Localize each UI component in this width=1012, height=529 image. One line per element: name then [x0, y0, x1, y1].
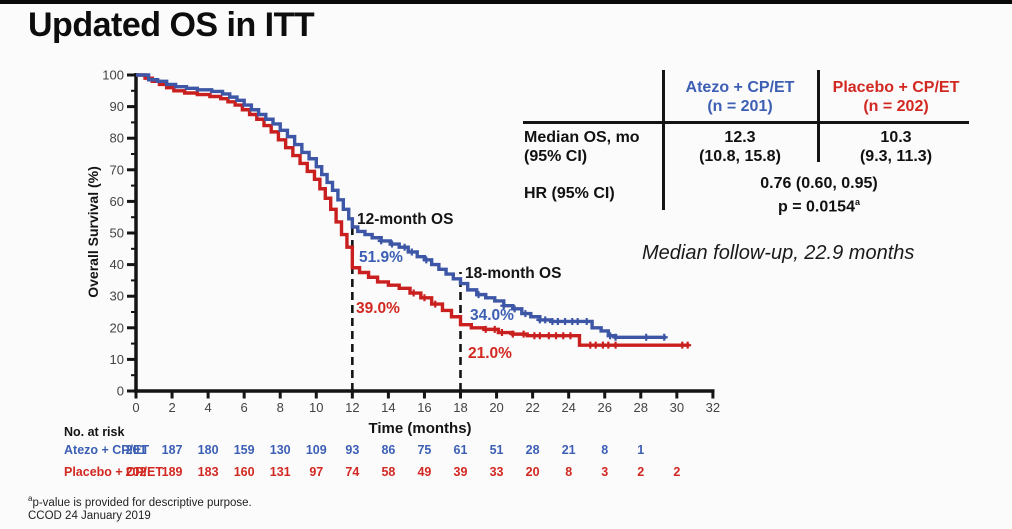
y-tick-label: 70 [110, 162, 124, 177]
at-risk-value: 39 [454, 465, 468, 479]
x-tick-label: 32 [706, 400, 720, 415]
landmark-value-18mo-placebo: 21.0% [468, 345, 512, 362]
x-tick-label: 10 [309, 400, 323, 415]
top-border-line [0, 0, 1012, 4]
x-tick-label: 0 [132, 400, 139, 415]
at-risk-value: 28 [526, 443, 540, 457]
y-axis-title: Overall Survival (%) [85, 166, 101, 298]
at-risk-row-label: Atezo + CP/ET [64, 443, 149, 457]
p-value: p = 0.0154a [778, 197, 860, 216]
at-risk-value: 8 [601, 443, 608, 457]
at-risk-value: 8 [565, 465, 572, 479]
x-tick-label: 8 [277, 400, 284, 415]
y-tick-label: 40 [110, 257, 124, 272]
x-tick-label: 6 [241, 400, 248, 415]
x-tick-label: 18 [453, 400, 467, 415]
column-header-atezo-n: (n = 201) [707, 98, 773, 115]
footnote-pvalue: ap-value is provided for descriptive pur… [28, 494, 252, 509]
x-tick-label: 26 [597, 400, 611, 415]
landmark-label-18mo: 18-month OS [465, 265, 561, 282]
table-divider-vertical-middle [817, 70, 820, 162]
at-risk-value: 130 [270, 443, 291, 457]
table-divider-vertical-left [662, 70, 665, 210]
landmark-label-12mo: 12-month OS [357, 211, 453, 228]
at-risk-value: 20 [526, 465, 540, 479]
footnote-ccod: CCOD 24 January 2019 [28, 509, 151, 522]
row-label-median-os: Median OS, mo (95% CI) [524, 129, 640, 165]
at-risk-value: 202 [126, 465, 147, 479]
at-risk-value: 201 [126, 443, 147, 457]
at-risk-value: 97 [309, 465, 323, 479]
x-tick-label: 28 [634, 400, 648, 415]
x-tick-label: 22 [525, 400, 539, 415]
at-risk-value: 159 [234, 443, 255, 457]
landmark-value-18mo-atezo: 34.0% [470, 307, 514, 324]
at-risk-title: No. at risk [64, 425, 124, 439]
x-tick-label: 16 [417, 400, 431, 415]
at-risk-value: 180 [198, 443, 219, 457]
x-tick-label: 4 [204, 400, 211, 415]
at-risk-value: 21 [562, 443, 576, 457]
median-os-atezo-value: 12.3 (10.8, 15.8) [699, 129, 781, 165]
y-tick-label: 10 [110, 352, 124, 367]
at-risk-value: 2 [673, 465, 680, 479]
at-risk-value: 75 [417, 443, 431, 457]
at-risk-value: 86 [381, 443, 395, 457]
x-tick-label: 14 [381, 400, 395, 415]
table-divider-horizontal [523, 121, 969, 124]
landmark-value-12mo-placebo: 39.0% [356, 300, 400, 317]
at-risk-value: 187 [162, 443, 183, 457]
at-risk-value: 189 [162, 465, 183, 479]
at-risk-value: 49 [417, 465, 431, 479]
at-risk-value: 33 [490, 465, 504, 479]
x-tick-label: 24 [561, 400, 575, 415]
at-risk-value: 74 [345, 465, 359, 479]
at-risk-value: 58 [381, 465, 395, 479]
at-risk-value: 183 [198, 465, 219, 479]
y-tick-label: 0 [117, 384, 124, 399]
y-tick-label: 80 [110, 131, 124, 146]
at-risk-value: 3 [601, 465, 608, 479]
x-tick-label: 20 [489, 400, 503, 415]
at-risk-value: 109 [306, 443, 327, 457]
median-followup-note: Median follow-up, 22.9 months [642, 242, 915, 264]
at-risk-value: 1 [637, 443, 644, 457]
at-risk-value: 160 [234, 465, 255, 479]
x-axis-title: Time (months) [368, 420, 471, 437]
x-tick-label: 12 [345, 400, 359, 415]
censor-marks-atezo [377, 237, 668, 341]
median-os-placebo-value: 10.3 (9.3, 11.3) [859, 129, 933, 165]
column-header-placebo-n: (n = 202) [863, 98, 929, 115]
y-tick-label: 90 [110, 99, 124, 114]
footnotes: ap-value is provided for descriptive pur… [28, 492, 252, 523]
y-tick-label: 100 [102, 68, 124, 83]
y-tick-label: 60 [110, 194, 124, 209]
km-curve-placebo [136, 73, 690, 347]
column-header-placebo-name: Placebo + CP/ET [832, 79, 960, 96]
at-risk-value: 61 [454, 443, 468, 457]
at-risk-row-label: Placebo + CP/ET [64, 465, 163, 479]
y-tick-label: 50 [110, 226, 124, 241]
y-tick-label: 20 [110, 320, 124, 335]
page-title: Updated OS in ITT [28, 6, 315, 44]
censor-marks-placebo [410, 289, 692, 349]
x-tick-label: 30 [670, 400, 684, 415]
hr-value: 0.76 (0.60, 0.95) p = 0.0154a [666, 174, 972, 216]
results-table: Atezo + CP/ET (n = 201) Placebo + CP/ET … [516, 66, 972, 216]
at-risk-value: 51 [490, 443, 504, 457]
y-tick-label: 30 [110, 289, 124, 304]
column-header-atezo: Atezo + CP/ET (n = 201) [666, 78, 814, 116]
x-tick-label: 2 [168, 400, 175, 415]
column-header-atezo-name: Atezo + CP/ET [685, 79, 795, 96]
at-risk-value: 131 [270, 465, 291, 479]
column-header-placebo: Placebo + CP/ET (n = 202) [820, 78, 972, 116]
landmark-value-12mo-atezo: 51.9% [359, 249, 403, 266]
at-risk-value: 93 [345, 443, 359, 457]
row-label-hr: HR (95% CI) [524, 185, 615, 202]
at-risk-value: 2 [637, 465, 644, 479]
